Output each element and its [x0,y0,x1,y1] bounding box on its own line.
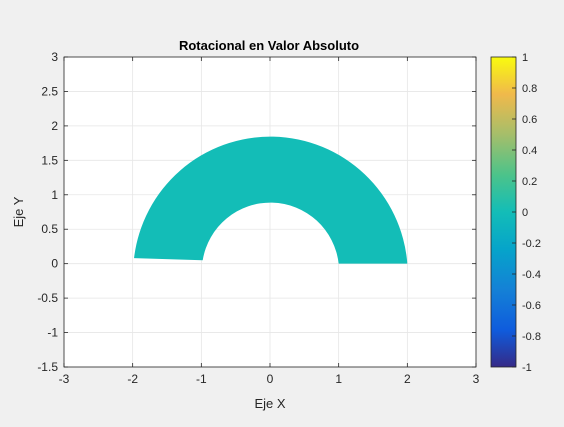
y-tick-label: 2 [51,119,58,133]
y-tick-label: -1.5 [37,360,58,374]
y-tick-label: 1.5 [41,153,58,167]
y-tick-label: 0 [51,257,58,271]
colorbar [490,56,517,368]
x-tick-label: 2 [404,372,411,386]
y-tick-label: -0.5 [37,291,58,305]
colorbar-tick-label: 0.2 [522,176,537,188]
colorbar-tick-label: -0.8 [522,331,541,343]
colorbar-tick-label: -0.4 [522,269,541,281]
chart-title: Rotacional en Valor Absoluto [179,38,359,53]
x-tick-label: -1 [196,372,207,386]
x-tick-label: 3 [473,372,480,386]
y-tick-label: 2.5 [41,84,58,98]
y-tick-label: 3 [51,50,58,64]
colorbar-tick-label: 0.6 [522,114,537,126]
colorbar-tick-label: 0.8 [522,83,537,95]
y-tick-label: 1 [51,188,58,202]
colorbar-tick-label: -1 [522,362,532,374]
colorbar-tick-label: 0 [522,207,528,219]
x-tick-label: 1 [335,372,342,386]
colorbar-tick-label: 0.4 [522,145,537,157]
colorbar-tick-label: 1 [522,52,528,64]
x-tick-label: -2 [127,372,138,386]
colorbar-ticks: 1 0.8 0.6 0.4 0.2 0 -0.2 -0.4 -0.6 -0.8 -1 [512,52,541,374]
y-axis-ticks: -1.5 -1 -0.5 0 0.5 1 1.5 2 2.5 3 [37,50,476,374]
half-annulus-shape [134,136,408,264]
colorbar-tick-label: -0.2 [522,238,541,250]
y-tick-label: 0.5 [41,222,58,236]
x-tick-label: 0 [267,372,274,386]
y-axis-label: Eje Y [11,196,26,227]
x-axis-ticks: -3 -2 -1 0 1 2 3 [59,57,480,386]
x-axis-label: Eje X [254,396,285,411]
x-tick-label: -3 [59,372,70,386]
y-tick-label: -1 [47,326,58,340]
shape-layer [134,136,408,264]
colorbar-tick-label: -0.6 [522,300,541,312]
